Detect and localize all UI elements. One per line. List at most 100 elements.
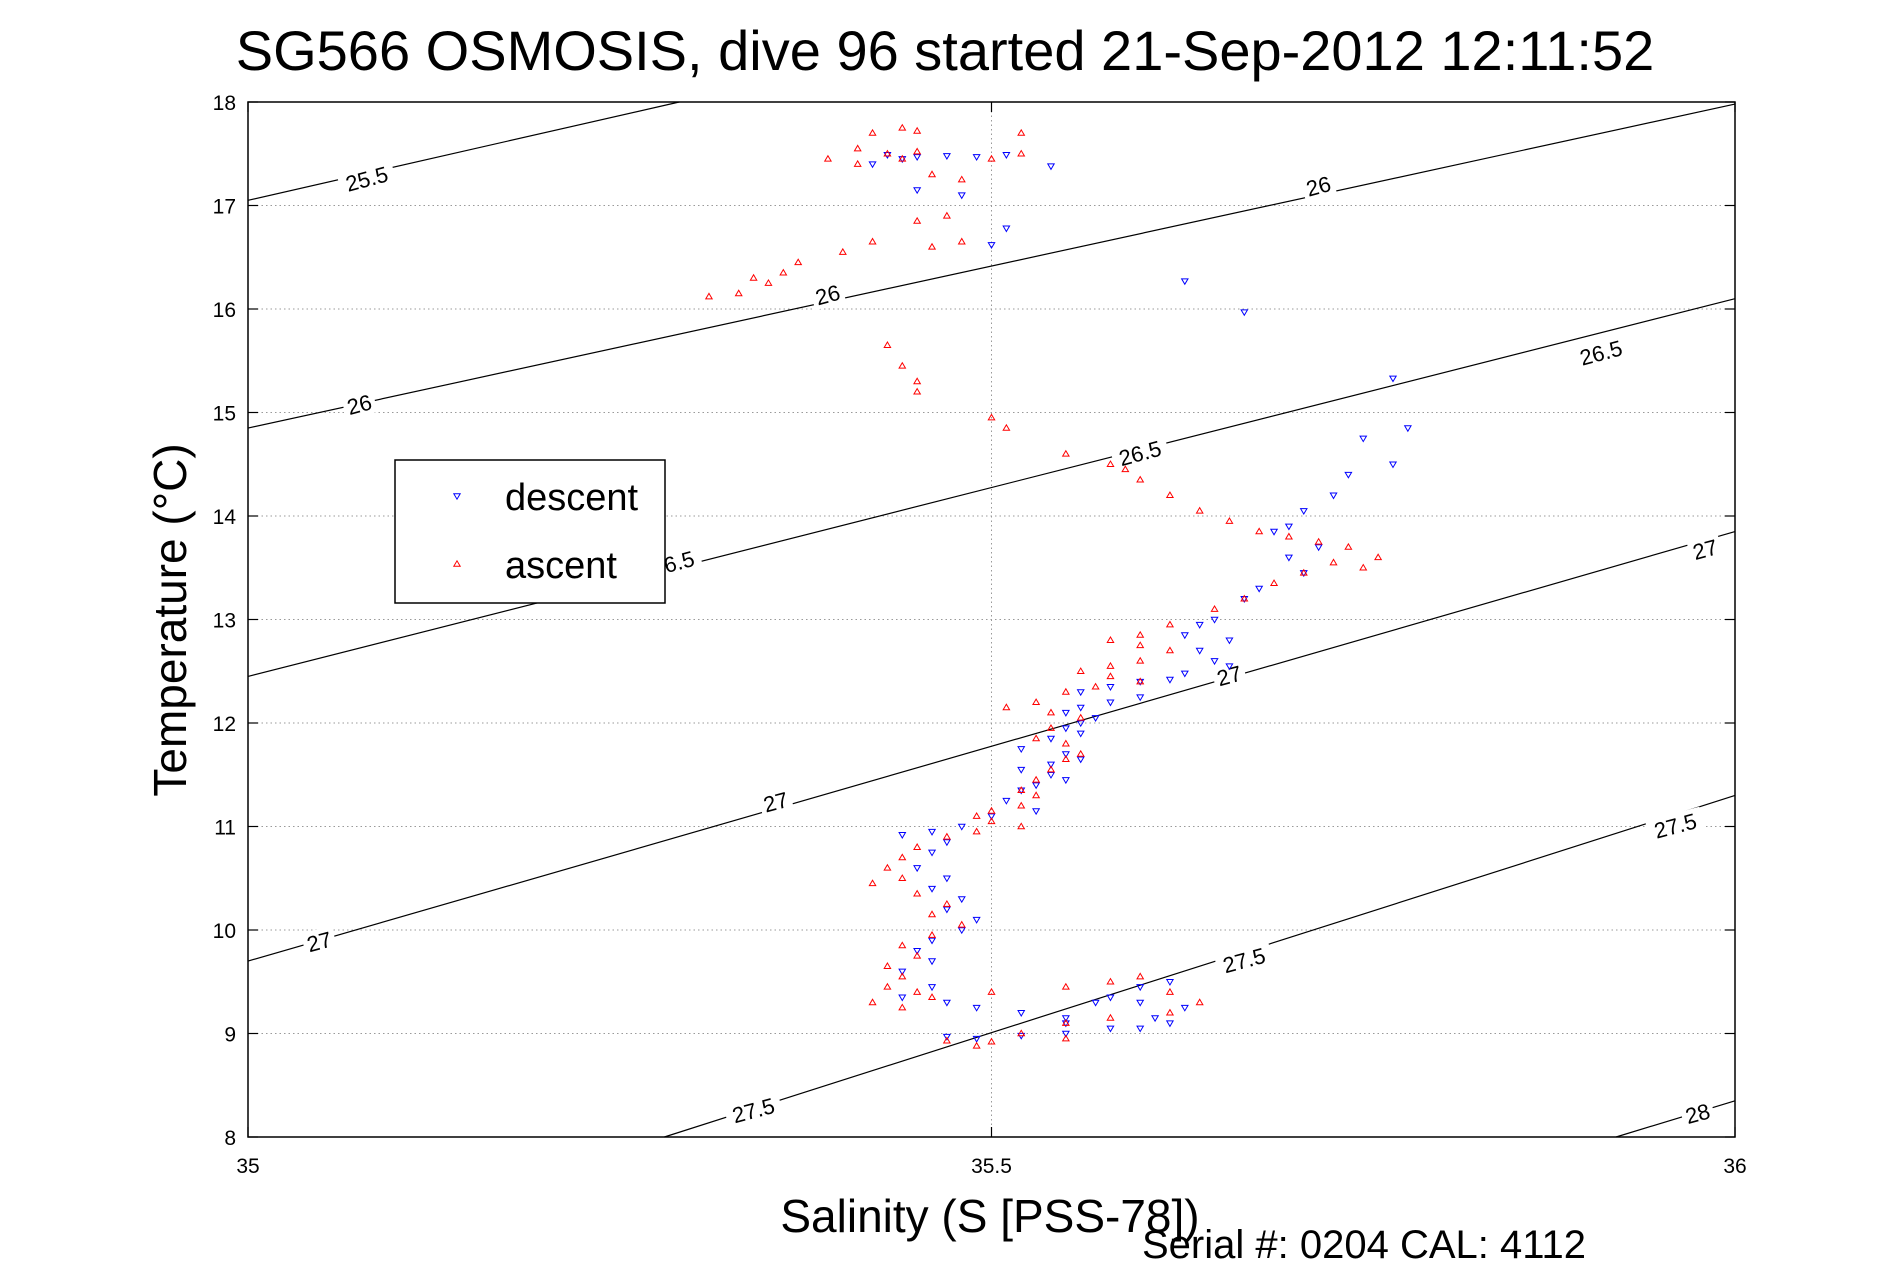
descent-point (1061, 777, 1070, 785)
x-tick-label: 35 (236, 1155, 259, 1178)
ascent-point (883, 962, 892, 969)
descent-point (1284, 554, 1293, 562)
ascent-point (1269, 579, 1279, 587)
ascent-point (734, 289, 743, 297)
descent-point (1076, 756, 1085, 764)
x-tick-label: 36 (1723, 1155, 1746, 1178)
ascent-point (987, 817, 996, 825)
descent-point (1017, 1010, 1026, 1017)
ascent-point (987, 806, 996, 814)
ascent-point (898, 154, 907, 162)
descent-point (913, 865, 922, 873)
ascent-point (957, 175, 966, 183)
descent-point (1076, 704, 1085, 712)
descent-point (913, 187, 922, 195)
ascent-point (868, 998, 877, 1006)
descent-point (1195, 647, 1204, 655)
ascent-point (1061, 687, 1070, 695)
contour-line-28 (1615, 1100, 1736, 1138)
descent-point (987, 242, 996, 250)
descent-point (1314, 544, 1323, 552)
series-ascent (704, 123, 1383, 1049)
ascent-point (942, 899, 951, 907)
contour-label-bg (1570, 333, 1632, 372)
descent-point (913, 154, 922, 162)
descent-point (898, 832, 907, 839)
y-tick-label: 12 (213, 713, 236, 736)
descent-point (1002, 225, 1011, 233)
ascent-point (942, 832, 951, 840)
ascent-point (1121, 465, 1130, 473)
ascent-point (1061, 449, 1070, 457)
ascent-point (987, 154, 996, 162)
ascent-point (764, 278, 773, 286)
ascent-point (883, 863, 892, 871)
contour-label-bg (300, 925, 338, 958)
ascent-point (749, 273, 758, 281)
ascent-point (1076, 667, 1085, 674)
descent-point (1076, 720, 1085, 728)
ascent-point (1106, 661, 1115, 669)
descent-point (942, 999, 951, 1007)
descent-point (1017, 766, 1026, 774)
ascent-point (898, 123, 907, 131)
ascent-point (1225, 516, 1234, 524)
descent-point (1136, 999, 1145, 1007)
ascent-point (1002, 703, 1011, 711)
descent-point (972, 916, 981, 924)
ascent-point (1195, 998, 1204, 1006)
ascent-point (1136, 972, 1145, 980)
ascent-point (1255, 527, 1264, 535)
contour-label: 27 (1686, 533, 1724, 565)
descent-point (942, 153, 951, 161)
descent-point (957, 927, 966, 935)
ascent-point (987, 987, 996, 995)
descent-point (1180, 632, 1189, 640)
descent-point (1046, 163, 1056, 171)
contour-label-bg (1686, 533, 1724, 565)
y-tick-label: 13 (213, 610, 236, 633)
y-tick-label: 15 (213, 403, 236, 426)
ascent-point (868, 879, 877, 887)
ascent-point (1017, 822, 1026, 830)
descent-point (1061, 1015, 1070, 1023)
ascent-point (898, 853, 907, 861)
descent-point (1106, 699, 1115, 707)
contour-label: 26 (1299, 170, 1337, 202)
descent-point (1210, 658, 1219, 666)
ascent-point (898, 1003, 907, 1011)
ascent-point (1032, 775, 1041, 783)
ascent-point (913, 216, 922, 224)
descent-point (1061, 725, 1070, 733)
descent-point (1002, 797, 1011, 805)
descent-point (1210, 616, 1219, 624)
descent-point (927, 828, 937, 836)
ascent-point (927, 930, 937, 938)
ascent-point (1195, 506, 1204, 514)
ascent-point (1165, 1008, 1175, 1016)
ascent-point (1136, 630, 1145, 638)
descent-point (1269, 528, 1279, 536)
descent-point (1046, 772, 1056, 779)
ascent-point (913, 147, 922, 155)
descent-point (927, 849, 937, 857)
ascent-point (913, 987, 922, 995)
ascent-point (927, 910, 937, 918)
descent-point (868, 161, 877, 169)
descent-point (1002, 152, 1011, 159)
contour-label-bg (336, 159, 397, 198)
ascent-point (823, 154, 833, 162)
ascent-point (1076, 749, 1085, 757)
descent-point (987, 813, 996, 821)
ascent-point (1017, 786, 1026, 794)
chart-title: SG566 OSMOSIS, dive 96 started 21-Sep-20… (236, 19, 1654, 82)
descent-point (1225, 663, 1234, 671)
ascent-point (704, 292, 714, 300)
descent-point (957, 896, 966, 904)
ascent-point (1002, 423, 1011, 431)
ascent-point (913, 377, 922, 385)
ascent-point (913, 889, 922, 897)
ascent-point (1032, 791, 1041, 799)
ascent-point (1314, 537, 1323, 545)
